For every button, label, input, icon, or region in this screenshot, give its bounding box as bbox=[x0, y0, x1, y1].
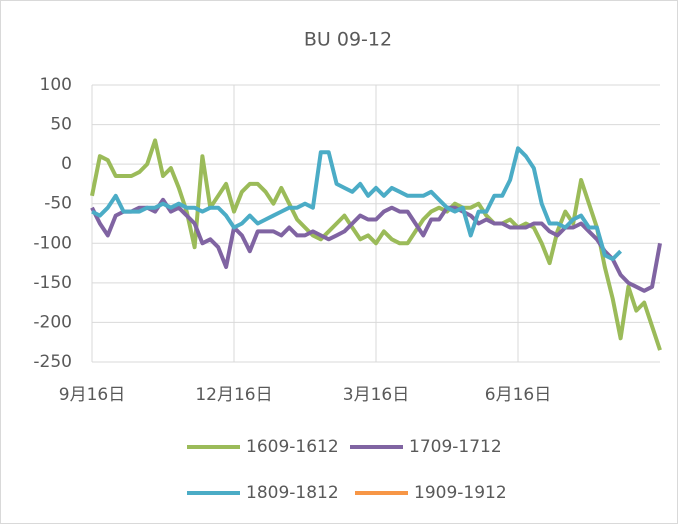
x-tick-label: 9月16日 bbox=[59, 385, 125, 405]
y-tick-label: -250 bbox=[33, 352, 72, 372]
chart-title: BU 09-12 bbox=[304, 29, 392, 51]
x-tick-label: 3月16日 bbox=[343, 385, 409, 405]
legend-label: 1709-1712 bbox=[409, 437, 502, 457]
y-tick-label: 50 bbox=[50, 115, 72, 135]
series-line bbox=[91, 146, 623, 262]
legend-label: 1809-1812 bbox=[246, 483, 339, 503]
legend-label: 1609-1612 bbox=[246, 437, 339, 457]
y-tick-label: 100 bbox=[40, 75, 72, 95]
x-tick-label: 12月16日 bbox=[195, 385, 272, 405]
y-tick-label: 0 bbox=[61, 154, 72, 174]
series-line bbox=[90, 138, 662, 351]
y-tick-label: -200 bbox=[33, 312, 72, 332]
legend-label: 1909-1912 bbox=[414, 483, 507, 503]
y-tick-label: -150 bbox=[33, 273, 72, 293]
y-tick-label: -50 bbox=[44, 194, 72, 214]
x-tick-label: 6月16日 bbox=[485, 385, 551, 405]
y-tick-label: -100 bbox=[33, 233, 72, 253]
